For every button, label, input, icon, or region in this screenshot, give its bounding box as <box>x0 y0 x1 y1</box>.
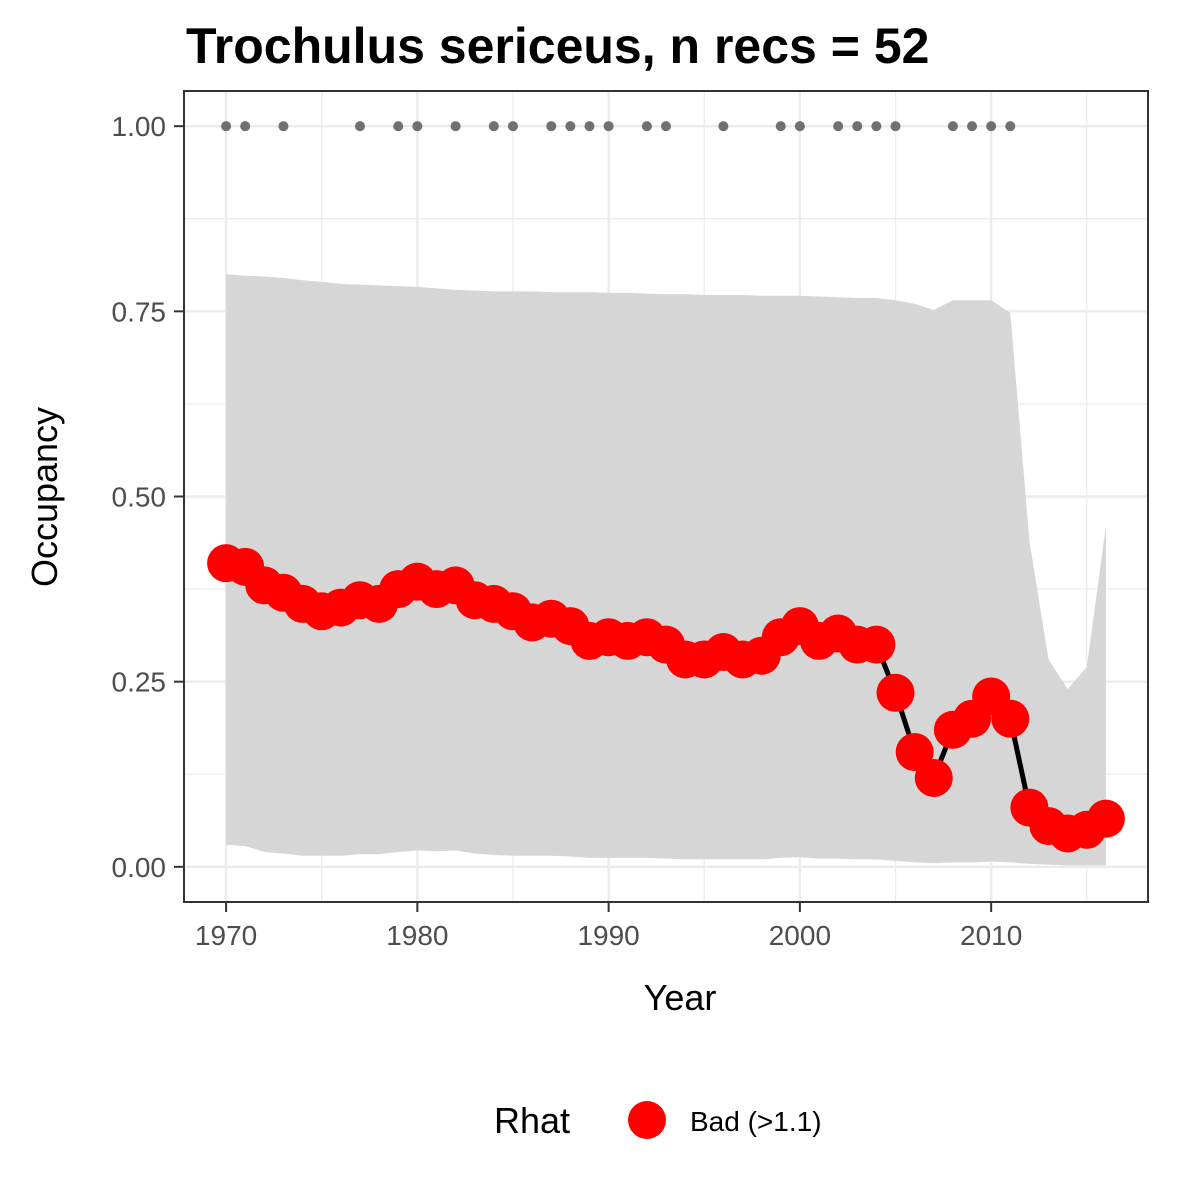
record-point <box>221 121 232 132</box>
occupancy-points-layer <box>207 544 1125 853</box>
record-point <box>393 121 404 132</box>
legend-key-bad <box>628 1101 666 1139</box>
credible-interval-ribbon <box>226 274 1106 866</box>
record-point <box>412 121 423 132</box>
record-point <box>986 121 997 132</box>
occupancy-point <box>876 673 915 712</box>
y-axis: 0.00 0.25 0.50 0.75 1.00 <box>112 111 184 883</box>
record-point <box>967 121 978 132</box>
record-point <box>565 121 576 132</box>
record-point <box>354 121 365 132</box>
record-points-layer <box>221 121 1016 132</box>
y-tick-label: 0.75 <box>112 296 167 327</box>
x-axis-title: Year <box>644 977 717 1018</box>
x-tick-label: 1990 <box>577 920 639 951</box>
record-point <box>278 121 289 132</box>
occupancy-point <box>895 733 934 772</box>
x-tick-label: 2000 <box>769 920 831 951</box>
occupancy-point <box>857 625 896 664</box>
record-point <box>794 121 805 132</box>
record-point <box>507 121 518 132</box>
record-point <box>718 121 729 132</box>
x-tick-label: 1980 <box>386 920 448 951</box>
record-point <box>1005 121 1016 132</box>
occupancy-point <box>1086 799 1125 838</box>
record-point <box>852 121 863 132</box>
x-axis: 1970 1980 1990 2000 2010 <box>195 902 1022 951</box>
legend: Rhat Bad (>1.1) <box>494 1100 822 1141</box>
occupancy-point <box>914 758 953 797</box>
x-tick-label: 1970 <box>195 920 257 951</box>
record-point <box>871 121 882 132</box>
record-point <box>833 121 844 132</box>
record-point <box>661 121 671 132</box>
y-tick-label: 0.25 <box>112 667 167 698</box>
chart-title: Trochulus sericeus, n recs = 52 <box>186 18 929 74</box>
record-point <box>488 121 499 132</box>
y-tick-label: 0.50 <box>112 482 167 513</box>
record-point <box>240 121 251 132</box>
record-point <box>584 121 595 132</box>
occupancy-point <box>991 699 1030 738</box>
record-point <box>546 121 557 132</box>
x-tick-label: 2010 <box>960 920 1022 951</box>
legend-label-bad: Bad (>1.1) <box>690 1106 822 1137</box>
record-point <box>603 121 614 132</box>
y-tick-label: 0.00 <box>112 852 167 883</box>
legend-title: Rhat <box>494 1100 570 1141</box>
record-point <box>947 121 958 132</box>
record-point <box>890 121 901 132</box>
record-point <box>641 121 652 132</box>
y-tick-label: 1.00 <box>112 111 167 142</box>
record-point <box>450 121 461 132</box>
y-axis-title: Occupancy <box>24 407 65 587</box>
plot-panel <box>183 90 1149 903</box>
credible-interval-layer <box>226 274 1106 866</box>
record-point <box>775 121 786 132</box>
